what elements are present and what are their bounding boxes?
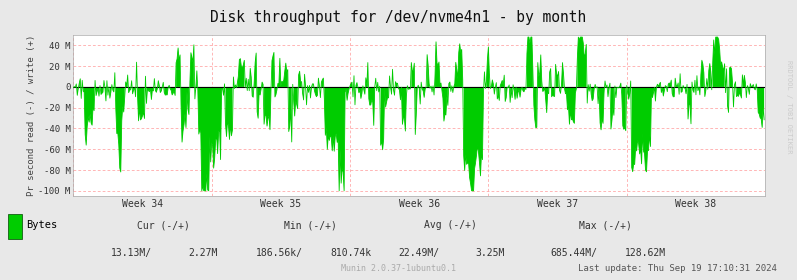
Text: Min (-/+): Min (-/+) bbox=[285, 220, 337, 230]
Text: 3.25M: 3.25M bbox=[476, 248, 505, 258]
Text: 810.74k: 810.74k bbox=[330, 248, 371, 258]
Text: 186.56k/: 186.56k/ bbox=[256, 248, 302, 258]
Text: Disk throughput for /dev/nvme4n1 - by month: Disk throughput for /dev/nvme4n1 - by mo… bbox=[210, 10, 587, 25]
Text: 685.44M/: 685.44M/ bbox=[551, 248, 597, 258]
Y-axis label: Pr second read (-) / write (+): Pr second read (-) / write (+) bbox=[26, 35, 36, 196]
Text: Bytes: Bytes bbox=[26, 220, 57, 230]
Text: 2.27M: 2.27M bbox=[189, 248, 218, 258]
Text: Last update: Thu Sep 19 17:10:31 2024: Last update: Thu Sep 19 17:10:31 2024 bbox=[578, 264, 777, 273]
Text: Munin 2.0.37-1ubuntu0.1: Munin 2.0.37-1ubuntu0.1 bbox=[341, 264, 456, 273]
Text: RRDTOOL / TOBI OETIKER: RRDTOOL / TOBI OETIKER bbox=[786, 60, 792, 153]
Text: Cur (-/+): Cur (-/+) bbox=[137, 220, 190, 230]
Text: Max (-/+): Max (-/+) bbox=[579, 220, 632, 230]
Text: 13.13M/: 13.13M/ bbox=[111, 248, 152, 258]
Text: 128.62M: 128.62M bbox=[625, 248, 666, 258]
Text: 22.49M/: 22.49M/ bbox=[398, 248, 439, 258]
Text: Avg (-/+): Avg (-/+) bbox=[424, 220, 477, 230]
